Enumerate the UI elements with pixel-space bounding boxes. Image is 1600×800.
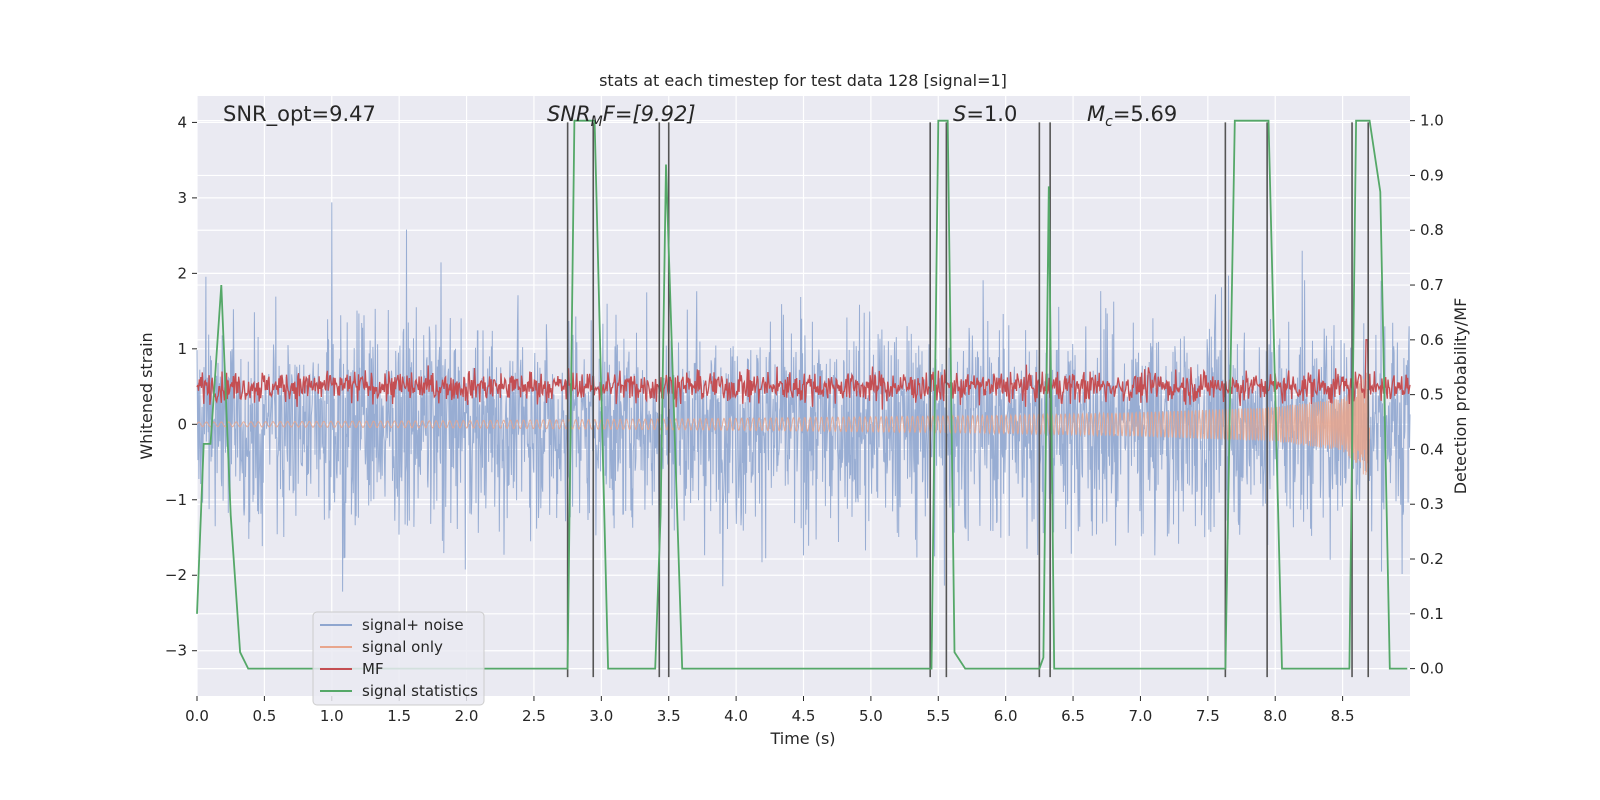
series-signal-only xyxy=(196,361,1371,476)
plot-data xyxy=(196,119,1411,678)
x-tick-label: 8.5 xyxy=(1331,707,1355,725)
y-right-tick-label: 1.0 xyxy=(1420,112,1444,130)
legend-label-signal-only: signal only xyxy=(362,638,443,656)
legend: signal+ noise signal only MF signal stat… xyxy=(312,611,485,706)
annotation-snr-mf: SNRMF=[9.92] xyxy=(547,102,696,130)
x-tick-label: 7.5 xyxy=(1196,707,1220,725)
y-right-tick-label: 0.4 xyxy=(1420,440,1444,458)
legend-label-mf: MF xyxy=(362,660,384,678)
legend-label-signal-noise: signal+ noise xyxy=(362,616,464,634)
y-right-tick-label: 0.2 xyxy=(1420,550,1444,568)
x-tick-label: 2.5 xyxy=(522,707,546,725)
x-tick-label: 2.0 xyxy=(455,707,479,725)
x-tick-label: 0.0 xyxy=(185,707,209,725)
legend-label-signal-statistics: signal statistics xyxy=(362,682,478,700)
series-mf xyxy=(196,339,1411,410)
x-axis-label: Time (s) xyxy=(769,729,835,748)
x-tick-label: 5.0 xyxy=(859,707,883,725)
x-tick-label: 0.5 xyxy=(252,707,276,725)
x-tick-label: 4.5 xyxy=(792,707,816,725)
x-tick-label: 8.0 xyxy=(1263,707,1287,725)
y-right-tick-label: 0.6 xyxy=(1420,331,1444,349)
series-signal-noise xyxy=(196,202,1411,592)
x-tick-label: 3.0 xyxy=(589,707,613,725)
y-tick-label: 4 xyxy=(177,113,187,131)
annotation-mc: Mc=5.69 xyxy=(1087,102,1177,130)
legend-box xyxy=(312,611,485,706)
y-right-tick-label: 0.5 xyxy=(1420,386,1444,404)
y-tick-label: −3 xyxy=(165,642,187,660)
y-tick-label: −2 xyxy=(165,566,187,584)
y-tick-label: −1 xyxy=(165,491,187,509)
y-right-tick-label: 0.7 xyxy=(1420,276,1444,294)
y-right-tick-label: 0.9 xyxy=(1420,166,1444,184)
y-right-axis-label: Detection probability/MF xyxy=(1451,298,1470,495)
axes: 0.0 0.5 1.0 1.5 2.0 2.5 3.0 3.5 4.0 4.5 5.0 5.5 6.0 6… xyxy=(165,112,1444,725)
x-tick-label: 7.0 xyxy=(1129,707,1153,725)
y-right-tick-label: 0.1 xyxy=(1420,605,1444,623)
x-tick-label: 4.0 xyxy=(724,707,748,725)
y-right-tick-label: 0.0 xyxy=(1420,660,1444,678)
x-tick-label: 1.5 xyxy=(387,707,411,725)
y-tick-label: 0 xyxy=(177,415,187,433)
x-tick-label: 6.5 xyxy=(1061,707,1085,725)
y-tick-label: 1 xyxy=(177,340,187,358)
annotation-s: S=1.0 xyxy=(953,102,1017,126)
annotations: SNR_opt=9.47 SNRMF=[9.92] S=1.0 Mc=5.69 xyxy=(223,102,1177,130)
y-right-tick-label: 0.3 xyxy=(1420,495,1444,513)
y-tick-label: 2 xyxy=(177,264,187,282)
x-tick-label: 5.5 xyxy=(926,707,950,725)
y-axis-label: Whitened strain xyxy=(137,332,156,459)
y-tick-label: 3 xyxy=(177,189,187,207)
x-tick-label: 6.0 xyxy=(994,707,1018,725)
x-tick-label: 3.5 xyxy=(657,707,681,725)
series-signal-statistics xyxy=(196,119,1408,670)
y-right-tick-label: 0.8 xyxy=(1420,221,1444,239)
chart-title: stats at each timestep for test data 128… xyxy=(599,71,1007,90)
x-tick-label: 1.0 xyxy=(320,707,344,725)
annotation-snr-opt: SNR_opt=9.47 xyxy=(223,102,376,127)
